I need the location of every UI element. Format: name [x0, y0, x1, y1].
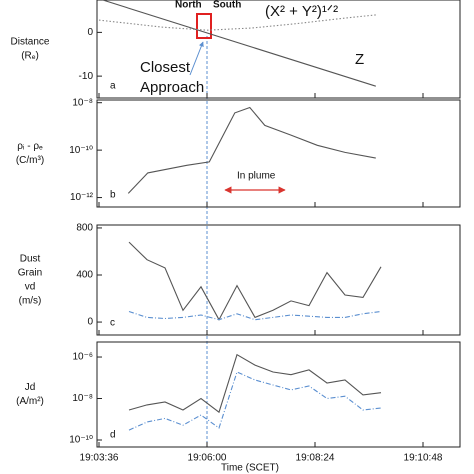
y-tick-label: 800 [76, 223, 93, 234]
y-axis-label: Distance [11, 37, 50, 48]
annotation: Approach [140, 79, 204, 96]
y-axis-label: (Rₑ) [21, 51, 39, 62]
data-line [128, 241, 382, 321]
annotation: South [213, 0, 241, 11]
y-tick-label: 10⁻⁸ [72, 393, 93, 404]
plot-frame [96, 341, 461, 448]
y-axis-label: (A/m²) [16, 396, 44, 407]
y-tick-label: 10⁻¹⁰ [69, 435, 93, 446]
data-line [128, 353, 382, 414]
y-axis-label: vd [25, 282, 36, 293]
panel-letter: a [110, 81, 116, 92]
y-tick-label: 10⁻¹² [70, 192, 94, 203]
annotation: In plume [237, 171, 276, 182]
series-label: Z [355, 51, 364, 68]
y-tick-label: 0 [87, 27, 93, 38]
panel-letter: b [110, 190, 116, 201]
y-axis-label: Dust [20, 254, 41, 265]
panel-letter: d [110, 430, 116, 441]
pointer-arrow [189, 41, 204, 76]
x-tick-label: 19:06:00 [188, 453, 227, 464]
y-axis-label: ρᵢ - ρₑ [17, 141, 43, 152]
x-tick-label: 19:10:48 [404, 453, 443, 464]
annotation: Closest [140, 59, 191, 76]
y-tick-label: 0 [87, 317, 93, 328]
closest-approach-box [196, 13, 212, 39]
series-label: (X² + Y²)¹ᐟ² [265, 3, 338, 20]
data-line [98, 14, 376, 31]
x-tick-label: 19:08:24 [296, 453, 335, 464]
plot-frame [96, 99, 461, 208]
x-tick-label: 19:03:36 [80, 453, 119, 464]
annotation: North [175, 0, 202, 11]
x-axis-label: Time (SCET) [221, 463, 279, 474]
y-tick-label: 400 [76, 270, 93, 281]
y-axis-label: Grain [18, 268, 42, 279]
y-axis-label: (m/s) [19, 296, 42, 307]
plot-frame [96, 0, 461, 99]
plot-frame [96, 224, 461, 336]
y-tick-label: 10⁻⁶ [72, 352, 93, 363]
data-line [128, 371, 382, 431]
y-tick-label: 10⁻¹⁰ [69, 145, 93, 156]
data-line [127, 106, 376, 194]
y-axis-label: Jd [25, 382, 36, 393]
data-line [102, 0, 376, 87]
panel-letter: c [110, 318, 115, 329]
data-line [128, 310, 382, 321]
y-tick-label: -10 [79, 71, 94, 82]
y-axis-label: (C/m³) [16, 155, 44, 166]
y-tick-label: 10⁻⁸ [72, 97, 93, 108]
